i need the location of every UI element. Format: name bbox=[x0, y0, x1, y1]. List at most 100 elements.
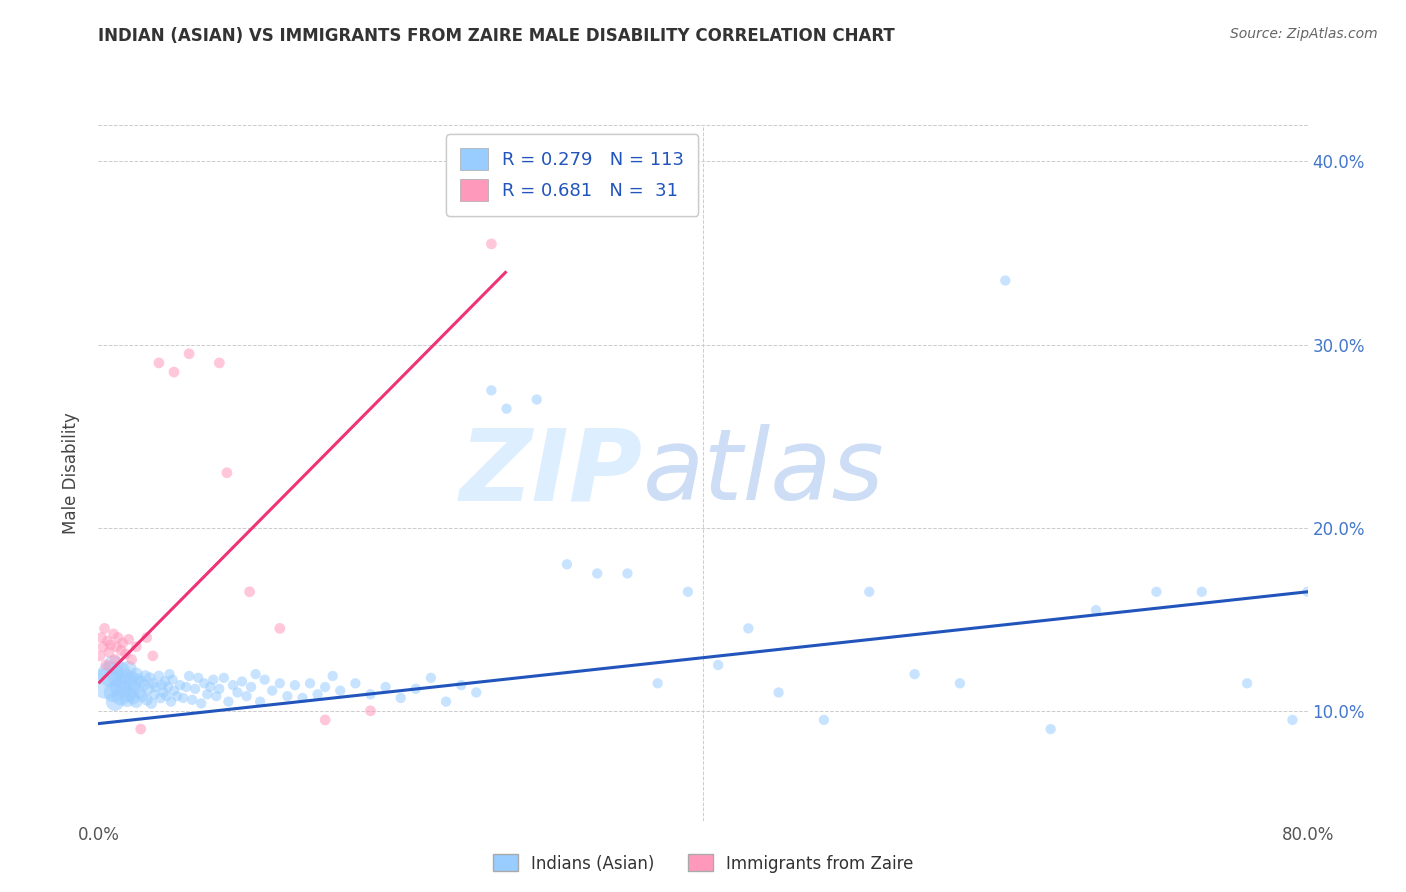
Point bbox=[276, 689, 298, 703]
Point bbox=[495, 401, 517, 416]
Point bbox=[181, 693, 204, 707]
Point bbox=[90, 631, 112, 645]
Point bbox=[142, 676, 165, 690]
Point bbox=[150, 678, 173, 692]
Point bbox=[104, 695, 127, 709]
Point bbox=[93, 621, 115, 635]
Point bbox=[205, 689, 228, 703]
Point bbox=[105, 671, 128, 685]
Point bbox=[174, 680, 197, 694]
Point bbox=[1085, 603, 1108, 617]
Point bbox=[100, 667, 122, 681]
Point bbox=[555, 558, 578, 572]
Point bbox=[360, 687, 382, 701]
Point bbox=[737, 621, 759, 635]
Point bbox=[135, 693, 157, 707]
Point bbox=[249, 695, 271, 709]
Point bbox=[526, 392, 548, 407]
Point bbox=[169, 678, 191, 692]
Point bbox=[226, 685, 249, 699]
Point bbox=[124, 680, 146, 694]
Legend: R = 0.279   N = 113, R = 0.681   N =  31: R = 0.279 N = 113, R = 0.681 N = 31 bbox=[446, 134, 699, 216]
Point bbox=[110, 689, 132, 703]
Point bbox=[134, 669, 156, 683]
Point bbox=[269, 621, 291, 635]
Point bbox=[129, 722, 152, 736]
Point bbox=[208, 681, 231, 696]
Point bbox=[374, 680, 396, 694]
Point bbox=[284, 678, 307, 692]
Point bbox=[152, 685, 174, 699]
Point bbox=[231, 674, 253, 689]
Point bbox=[128, 685, 150, 699]
Point bbox=[1236, 676, 1258, 690]
Point bbox=[129, 674, 152, 689]
Point bbox=[105, 640, 128, 654]
Point bbox=[307, 687, 329, 701]
Point bbox=[253, 673, 276, 687]
Point bbox=[239, 584, 262, 599]
Point bbox=[322, 669, 344, 683]
Point bbox=[111, 674, 134, 689]
Point bbox=[107, 680, 129, 694]
Point bbox=[768, 685, 790, 699]
Point bbox=[179, 347, 201, 361]
Point bbox=[202, 673, 225, 687]
Point bbox=[139, 671, 162, 685]
Point bbox=[131, 689, 153, 703]
Point bbox=[118, 687, 141, 701]
Point bbox=[114, 669, 136, 683]
Point bbox=[586, 566, 609, 581]
Point bbox=[1191, 584, 1213, 599]
Text: Source: ZipAtlas.com: Source: ZipAtlas.com bbox=[1230, 27, 1378, 41]
Point bbox=[122, 690, 145, 705]
Text: ZIP: ZIP bbox=[460, 425, 643, 521]
Point bbox=[616, 566, 638, 581]
Point bbox=[115, 693, 138, 707]
Legend: Indians (Asian), Immigrants from Zaire: Indians (Asian), Immigrants from Zaire bbox=[486, 847, 920, 880]
Point bbox=[647, 676, 669, 690]
Point bbox=[314, 713, 336, 727]
Point bbox=[162, 673, 184, 687]
Point bbox=[481, 384, 503, 398]
Point bbox=[389, 690, 412, 705]
Point bbox=[195, 687, 218, 701]
Point bbox=[91, 640, 114, 654]
Point bbox=[208, 356, 231, 370]
Point bbox=[120, 676, 142, 690]
Point bbox=[172, 690, 194, 705]
Point bbox=[329, 683, 352, 698]
Point bbox=[110, 643, 132, 657]
Point bbox=[465, 685, 488, 699]
Point bbox=[187, 671, 209, 685]
Point bbox=[222, 678, 245, 692]
Point bbox=[103, 627, 125, 641]
Point bbox=[200, 680, 222, 694]
Point bbox=[112, 681, 135, 696]
Point bbox=[994, 273, 1017, 287]
Point bbox=[184, 681, 207, 696]
Y-axis label: Male Disability: Male Disability bbox=[62, 412, 80, 533]
Point bbox=[262, 683, 284, 698]
Point bbox=[104, 652, 127, 666]
Point bbox=[299, 676, 322, 690]
Point bbox=[193, 676, 215, 690]
Point bbox=[190, 697, 212, 711]
Point bbox=[110, 664, 132, 678]
Point bbox=[949, 676, 972, 690]
Point bbox=[676, 584, 699, 599]
Point bbox=[148, 669, 170, 683]
Point bbox=[240, 680, 263, 694]
Point bbox=[94, 658, 117, 673]
Point bbox=[904, 667, 927, 681]
Point bbox=[155, 689, 177, 703]
Point bbox=[360, 704, 382, 718]
Point bbox=[145, 680, 167, 694]
Point bbox=[813, 713, 835, 727]
Point bbox=[420, 671, 443, 685]
Point bbox=[141, 697, 163, 711]
Point bbox=[1144, 584, 1167, 599]
Point bbox=[481, 236, 503, 251]
Point bbox=[405, 681, 427, 696]
Point bbox=[156, 680, 179, 694]
